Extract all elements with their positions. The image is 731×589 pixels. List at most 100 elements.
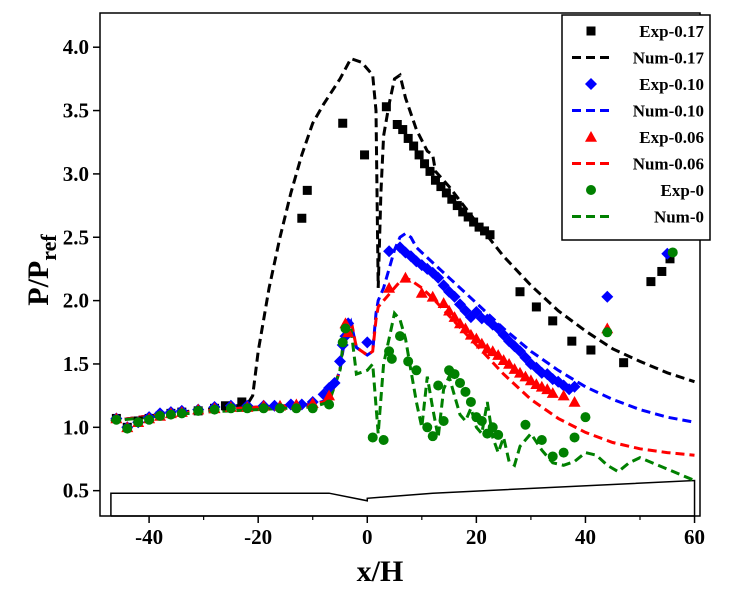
data-point-exp-017 [531, 302, 541, 312]
data-point-exp-017 [515, 287, 525, 297]
data-point-exp-017 [381, 102, 391, 112]
data-point-exp-0 [122, 423, 133, 434]
y-axis-label-sub: ref [36, 234, 61, 261]
data-point-exp-0 [667, 247, 678, 258]
y-axis-label-base: P/P [22, 261, 55, 306]
legend-label-exp-010: Exp-0.10 [639, 75, 704, 94]
data-point-exp-017 [302, 185, 312, 195]
x-tick-label: 40 [575, 525, 596, 549]
data-point-exp-017 [548, 316, 558, 326]
data-point-exp-0 [476, 415, 487, 426]
data-point-exp-0 [324, 399, 335, 410]
data-point-exp-0 [193, 405, 204, 416]
data-point-exp-0 [403, 356, 414, 367]
data-point-exp-006 [459, 322, 472, 334]
data-point-exp-006 [519, 370, 532, 382]
data-point-exp-017 [452, 201, 462, 211]
data-point-exp-0 [536, 434, 547, 445]
legend-marker-exp-010 [585, 78, 597, 90]
data-point-exp-017 [474, 222, 484, 232]
data-point-exp-006 [546, 387, 559, 398]
legend-label-exp-017: Exp-0.17 [639, 22, 704, 41]
data-point-exp-017 [414, 150, 424, 160]
x-tick-label: -40 [135, 525, 163, 549]
data-point-exp-0 [337, 337, 348, 348]
data-point-exp-006 [454, 317, 466, 329]
data-point-exp-006 [514, 366, 526, 378]
legend-marker-exp-017 [586, 26, 596, 36]
data-point-exp-0 [449, 369, 460, 380]
data-point-exp-017 [480, 226, 490, 236]
y-tick-label: 3.0 [63, 162, 89, 186]
data-point-exp-006 [323, 389, 336, 401]
data-point-exp-0 [422, 422, 433, 433]
data-point-exp-006 [557, 389, 570, 401]
data-point-exp-0 [340, 323, 351, 334]
x-tick-label: 20 [466, 525, 487, 549]
data-point-exp-006 [568, 395, 581, 407]
data-point-exp-0 [411, 365, 422, 376]
data-point-exp-017 [567, 336, 577, 346]
data-point-exp-010 [361, 336, 374, 349]
data-point-exp-0 [395, 331, 405, 342]
data-point-exp-017 [619, 358, 629, 368]
data-point-exp-0 [291, 403, 302, 414]
data-point-exp-0 [493, 429, 504, 440]
data-point-exp-017 [447, 194, 457, 204]
data-point-exp-0 [275, 403, 285, 414]
data-point-exp-0 [111, 414, 122, 425]
y-tick-label: 1.0 [63, 415, 89, 439]
legend: Exp-0.17 Num-0.17 Exp-0.10 Num-0.10 Exp-0.06… [561, 14, 711, 241]
data-point-exp-0 [460, 386, 471, 397]
data-point-exp-017 [441, 188, 451, 198]
data-point-exp-017 [586, 345, 596, 355]
data-point-exp-017 [338, 118, 348, 128]
data-point-exp-010 [328, 376, 341, 389]
data-point-exp-017 [430, 175, 440, 185]
y-tick-label: 3.5 [63, 99, 89, 123]
data-point-exp-010 [568, 380, 581, 393]
y-tick-label: 1.5 [63, 352, 89, 376]
y-tick-label: 0.5 [63, 479, 89, 503]
data-point-exp-006 [426, 290, 439, 302]
legend-label-num-017: Num-0.17 [633, 49, 705, 68]
data-point-exp-0 [133, 417, 144, 428]
data-point-exp-006 [464, 328, 477, 340]
data-point-exp-0 [165, 409, 176, 420]
data-point-exp-006 [470, 332, 483, 344]
data-point-exp-017 [420, 159, 430, 169]
data-point-exp-0 [386, 353, 397, 364]
data-point-exp-0 [427, 431, 438, 442]
plot-area [110, 56, 696, 517]
y-axis-label: P/Pref [22, 234, 61, 306]
data-point-exp-0 [602, 327, 613, 338]
series-line-num-017 [110, 56, 695, 423]
data-point-exp-0 [155, 410, 165, 421]
data-point-exp-017 [485, 230, 495, 240]
data-point-exp-017 [425, 166, 435, 176]
data-point-exp-006 [415, 287, 428, 298]
data-point-exp-010 [448, 290, 461, 303]
data-point-exp-0 [455, 377, 465, 388]
data-point-exp-0 [307, 403, 318, 414]
data-point-exp-017 [297, 213, 307, 223]
data-point-exp-0 [520, 419, 531, 430]
data-point-exp-0 [558, 447, 569, 458]
data-point-exp-0 [438, 415, 449, 426]
x-tick-label: 60 [684, 525, 705, 549]
data-point-exp-0 [144, 414, 155, 425]
data-point-exp-017 [237, 397, 247, 407]
data-point-exp-017 [469, 217, 479, 227]
data-point-exp-0 [209, 404, 220, 415]
data-point-exp-017 [458, 207, 468, 217]
legend-label-num-006: Num-0.06 [633, 155, 704, 174]
data-point-exp-006 [383, 281, 396, 293]
y-tick-label: 2.5 [63, 225, 89, 249]
series-line-num-006 [110, 276, 695, 457]
data-point-exp-006 [503, 357, 516, 369]
data-point-exp-0 [176, 408, 187, 419]
data-point-exp-006 [541, 383, 554, 395]
y-tick-label: 2.0 [63, 289, 89, 313]
legend-label-exp-0: Exp-0 [661, 181, 704, 200]
